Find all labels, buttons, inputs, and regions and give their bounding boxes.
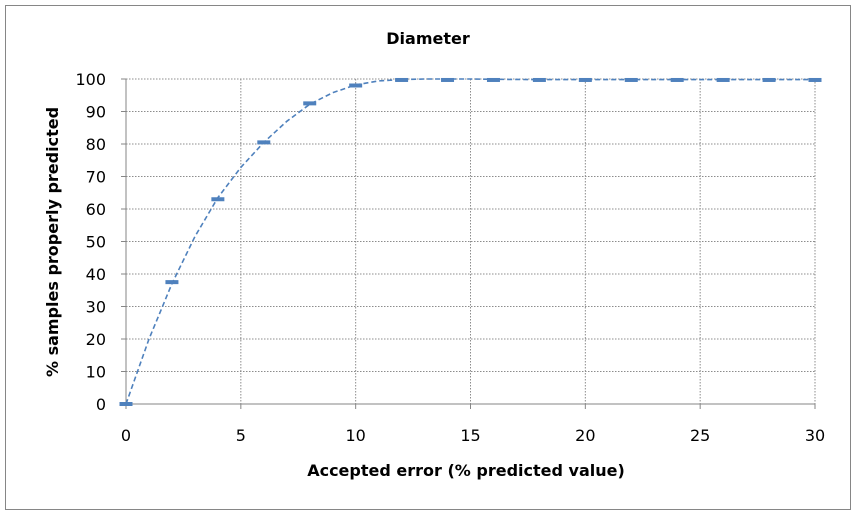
x-tick-label: 10	[345, 426, 365, 445]
trendline-layer	[125, 78, 815, 405]
x-tick-label: 25	[690, 426, 710, 445]
y-tick-label: 50	[86, 233, 106, 252]
y-tick-label: 40	[86, 265, 106, 284]
x-tick-label: 30	[805, 426, 825, 445]
y-tick-label: 80	[86, 135, 106, 154]
y-tick-label: 60	[86, 200, 106, 219]
data-point-marker	[532, 77, 546, 82]
x-tick-label: 0	[121, 426, 131, 445]
ticks-layer: 0 10 20 30 40 50 60 70 80 90 100 0 5 10 15 20 25 30	[75, 70, 825, 445]
data-marks-layer	[119, 77, 822, 406]
y-tick-label: 30	[86, 298, 106, 317]
data-point-marker	[395, 77, 409, 82]
y-tick-label: 100	[75, 70, 106, 89]
x-tick-label: 5	[236, 426, 246, 445]
data-point-marker	[441, 77, 455, 82]
data-point-marker	[624, 77, 638, 82]
x-axis-title: Accepted error (% predicted value)	[307, 461, 625, 480]
data-point-marker	[349, 83, 363, 88]
y-tick-label: 90	[86, 103, 106, 122]
data-point-marker	[762, 77, 776, 82]
data-point-marker	[303, 101, 317, 106]
y-tick-label: 10	[86, 363, 106, 382]
y-tick-label: 70	[86, 168, 106, 187]
data-point-marker	[486, 77, 500, 82]
x-tick-label: 20	[575, 426, 595, 445]
chart-frame	[5, 5, 851, 510]
chart-title: Diameter	[386, 29, 470, 48]
data-point-marker	[808, 77, 822, 82]
x-tick-label: 15	[460, 426, 480, 445]
data-point-marker	[670, 77, 684, 82]
data-point-marker	[211, 197, 225, 202]
data-point-marker	[716, 77, 730, 82]
y-tick-label: 20	[86, 330, 106, 349]
data-point-marker	[578, 77, 592, 82]
grid-layer	[126, 78, 816, 404]
y-axis-title: % samples properly predicted	[43, 107, 62, 377]
y-tick-label: 0	[96, 395, 106, 414]
trendline	[125, 78, 815, 405]
data-point-marker	[119, 402, 133, 406]
data-point-marker	[165, 280, 179, 285]
data-point-marker	[257, 140, 271, 145]
